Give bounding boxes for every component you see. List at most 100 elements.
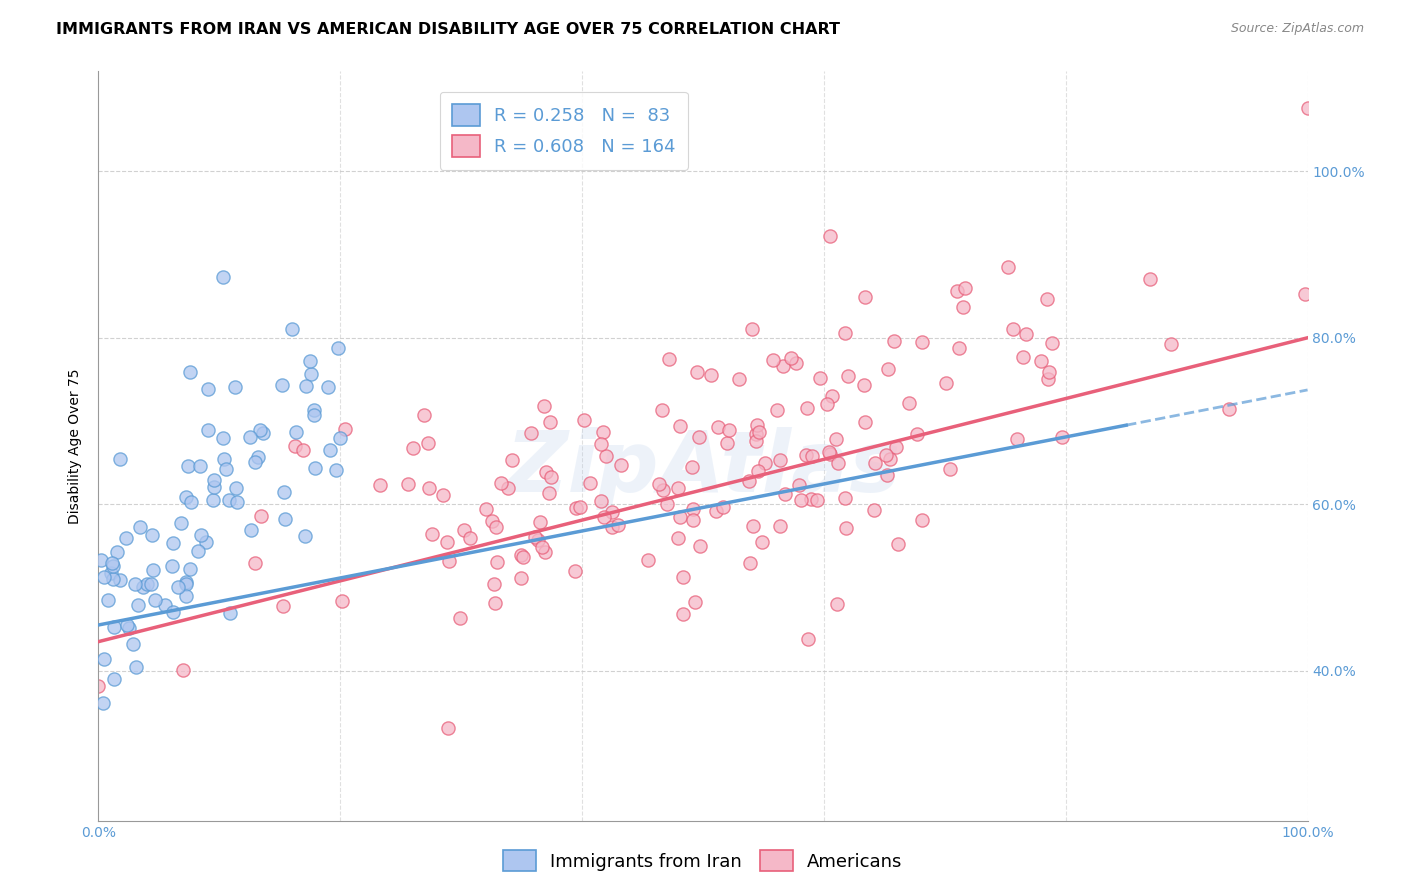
Point xyxy=(141,576,163,591)
Point xyxy=(437,721,460,735)
Point xyxy=(195,535,218,549)
Point xyxy=(806,493,828,508)
Point xyxy=(745,417,768,432)
Point xyxy=(316,380,339,394)
Point xyxy=(101,559,124,574)
Point xyxy=(651,483,673,497)
Point xyxy=(540,470,562,484)
Point xyxy=(114,531,136,545)
Point xyxy=(294,529,316,543)
Point xyxy=(655,497,678,511)
Point xyxy=(538,416,561,430)
Point xyxy=(533,399,555,413)
Point xyxy=(711,500,734,515)
Point xyxy=(509,549,531,563)
Point xyxy=(247,450,270,464)
Point xyxy=(529,515,551,529)
Point xyxy=(766,402,789,417)
Point xyxy=(172,663,194,677)
Point xyxy=(592,509,614,524)
Point xyxy=(484,596,506,610)
Point xyxy=(485,555,508,569)
Point xyxy=(328,341,350,355)
Point xyxy=(952,300,974,314)
Point xyxy=(458,531,481,545)
Point xyxy=(754,456,776,470)
Point xyxy=(270,378,292,392)
Point xyxy=(103,619,125,633)
Point xyxy=(249,509,271,524)
Point xyxy=(169,516,191,530)
Point xyxy=(997,260,1019,275)
Point xyxy=(292,442,315,457)
Point xyxy=(824,432,846,446)
Point xyxy=(818,448,841,462)
Point xyxy=(100,566,122,581)
Point xyxy=(637,553,659,567)
Point xyxy=(496,481,519,495)
Point xyxy=(688,430,710,444)
Point xyxy=(800,492,823,507)
Point xyxy=(177,459,200,474)
Point xyxy=(160,559,183,574)
Point xyxy=(1050,430,1073,444)
Point xyxy=(101,572,124,586)
Point xyxy=(271,599,294,614)
Point xyxy=(439,554,461,568)
Point xyxy=(162,536,184,550)
Point xyxy=(883,334,905,348)
Point xyxy=(911,335,934,350)
Point xyxy=(863,456,886,470)
Point xyxy=(1038,365,1060,379)
Point xyxy=(738,474,761,488)
Point xyxy=(174,574,197,589)
Point xyxy=(304,461,326,475)
Point xyxy=(835,521,858,535)
Point xyxy=(176,491,198,505)
Point xyxy=(418,481,440,495)
Point xyxy=(863,502,886,516)
Point xyxy=(512,550,534,565)
Point xyxy=(769,453,792,467)
Point xyxy=(1029,354,1052,368)
Point xyxy=(682,513,704,527)
Point xyxy=(330,594,353,608)
Point xyxy=(1160,337,1182,351)
Point xyxy=(1005,433,1028,447)
Point xyxy=(93,652,115,666)
Point xyxy=(413,408,436,422)
Point xyxy=(591,494,613,508)
Point xyxy=(948,341,970,355)
Point xyxy=(101,556,124,570)
Point xyxy=(325,463,347,477)
Point xyxy=(744,434,766,448)
Point xyxy=(180,495,202,509)
Point xyxy=(668,419,690,434)
Point xyxy=(689,539,711,553)
Y-axis label: Disability Age Over 75: Disability Age Over 75 xyxy=(69,368,83,524)
Point xyxy=(141,528,163,542)
Point xyxy=(744,426,766,441)
Point xyxy=(103,672,125,686)
Point xyxy=(704,504,727,518)
Point xyxy=(607,517,630,532)
Point xyxy=(1015,326,1038,341)
Point xyxy=(853,290,876,304)
Point xyxy=(218,492,240,507)
Point xyxy=(285,425,308,440)
Point xyxy=(224,380,246,394)
Point xyxy=(299,368,322,382)
Point xyxy=(142,563,165,577)
Point xyxy=(122,637,145,651)
Point xyxy=(1011,350,1033,364)
Point xyxy=(762,353,785,368)
Point xyxy=(666,531,689,545)
Point xyxy=(295,379,318,393)
Point xyxy=(302,408,325,422)
Point xyxy=(273,511,295,525)
Point xyxy=(129,520,152,534)
Text: ZipAtlas: ZipAtlas xyxy=(505,427,901,510)
Point xyxy=(218,606,240,620)
Point xyxy=(202,492,225,507)
Point xyxy=(418,435,440,450)
